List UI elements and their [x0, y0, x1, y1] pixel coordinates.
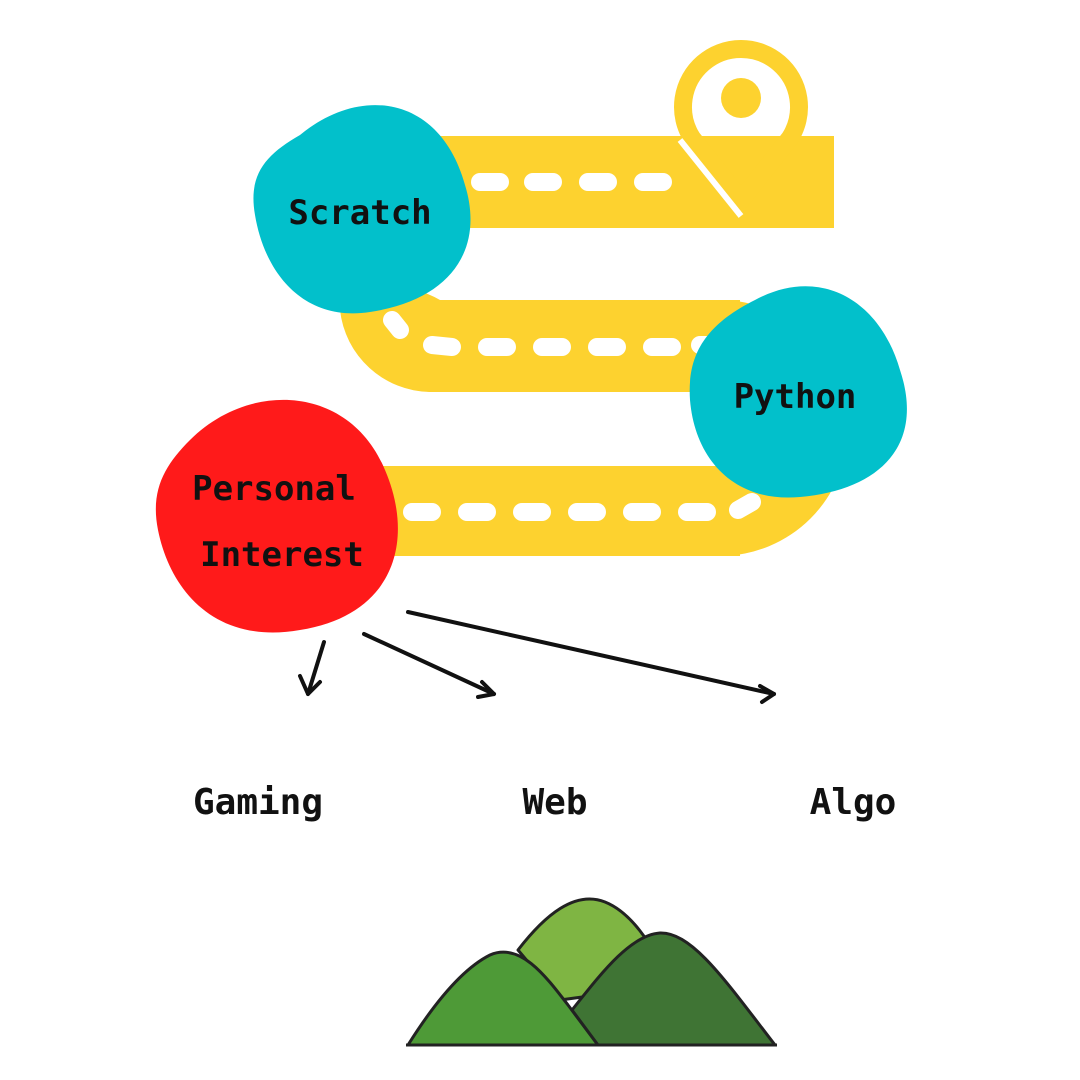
dash	[423, 336, 461, 356]
node-python-label: Python	[734, 377, 857, 417]
map-pin-icon	[674, 39, 808, 218]
node-personal-interest: Personal Interest	[155, 399, 398, 633]
node-personal-interest-line2: Interest	[200, 535, 364, 575]
arrow-icon-to-algo	[406, 610, 776, 704]
node-scratch-label: Scratch	[288, 193, 431, 233]
node-scratch-blob	[253, 105, 471, 314]
arrow-icon-to-web	[362, 632, 496, 699]
mountain-right	[570, 931, 777, 1047]
mountains-icon	[406, 897, 777, 1047]
dash	[729, 493, 761, 519]
arrow-icon-to-gaming	[298, 640, 326, 696]
map-pin-outline	[674, 39, 808, 209]
node-scratch: Scratch	[253, 105, 471, 314]
destination-algo: Algo	[810, 782, 897, 823]
map-pin-dot	[721, 78, 761, 118]
map-pin-gap	[677, 138, 744, 218]
destination-web: Web	[522, 782, 587, 823]
node-python-blob	[689, 286, 907, 498]
road-dashes	[383, 173, 761, 521]
destination-gaming: Gaming	[193, 782, 323, 823]
mountain-left	[406, 950, 600, 1047]
node-python: Python	[689, 286, 907, 498]
dash	[383, 311, 409, 339]
node-personal-interest-blob	[155, 399, 398, 633]
branch-arrows	[298, 610, 776, 704]
node-personal-interest-line1: Personal	[192, 469, 356, 509]
